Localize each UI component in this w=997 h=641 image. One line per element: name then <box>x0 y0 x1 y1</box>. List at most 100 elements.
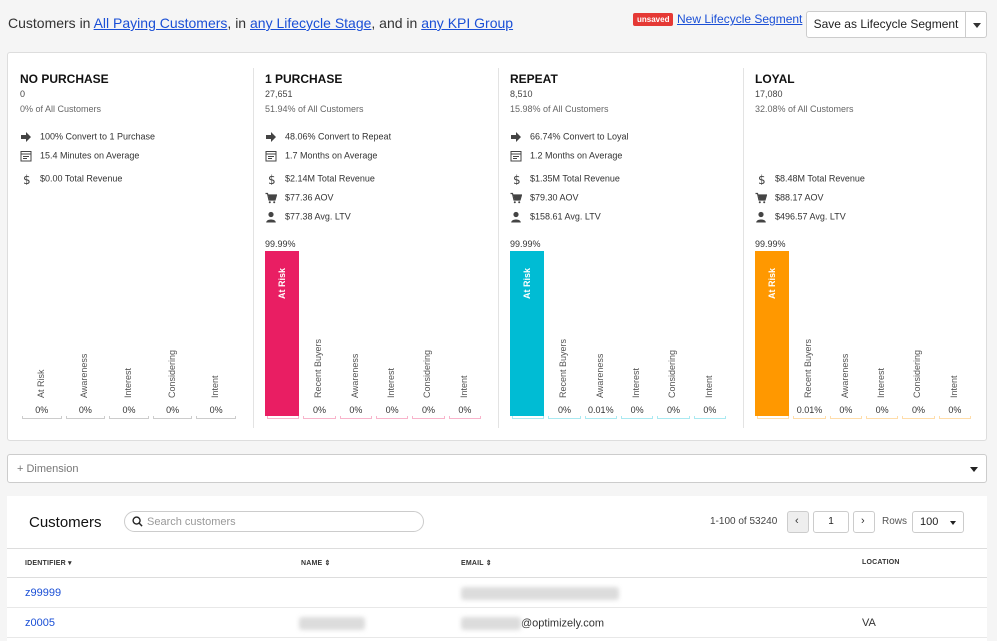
cart-icon <box>755 192 768 204</box>
bar-column[interactable]: 0% Intent <box>447 246 483 426</box>
bar-label: Intent <box>948 375 959 398</box>
bar-baseline <box>902 416 935 419</box>
bar-column[interactable]: 0.01% Recent Buyers <box>791 246 827 426</box>
bar-fill[interactable] <box>510 251 545 416</box>
bar-column[interactable]: 0% Intent <box>194 246 238 426</box>
bar-column[interactable]: 0.01% Awareness <box>583 246 619 426</box>
stage-metric-text: $0.00 Total Revenue <box>40 173 123 184</box>
bar-column[interactable]: 0% Considering <box>410 246 446 426</box>
bar-column[interactable]: 99.99% At Risk <box>510 239 546 426</box>
column-header-email[interactable]: EMAIL ⇕ <box>461 560 492 567</box>
stage-metric-text: $8.48M Total Revenue <box>775 173 865 184</box>
bar-column[interactable]: 0% Intent <box>937 246 973 426</box>
bar-column[interactable]: 0% Considering <box>151 246 195 426</box>
stage-percent: 0% of All Customers <box>20 104 102 114</box>
bar-baseline <box>376 416 409 419</box>
bar-column[interactable]: 0% Recent Buyers <box>546 246 582 426</box>
bar-baseline <box>339 416 372 419</box>
bar-label: Interest <box>631 367 642 398</box>
bar-value: 0% <box>122 405 136 415</box>
dollar-icon: $ <box>510 173 522 187</box>
bar-label: Awareness <box>349 353 360 398</box>
bar-label: Intent <box>703 375 714 398</box>
page-number-input[interactable]: 1 <box>813 511 849 533</box>
search-box[interactable] <box>124 511 424 532</box>
bar-column[interactable]: 0% Interest <box>619 246 655 426</box>
stage-metric: $ $8.48M Total Revenue <box>755 171 865 187</box>
bar-baseline <box>267 416 300 419</box>
arrow-right-icon <box>510 131 522 143</box>
bar-fill[interactable] <box>755 251 790 416</box>
stage-count: 27,651 <box>265 89 293 99</box>
bar-value: 0% <box>421 405 435 415</box>
bar-column[interactable]: 0% Considering <box>655 246 691 426</box>
customer-identifier[interactable]: z99999 <box>25 587 62 599</box>
bar-column[interactable]: 0% Interest <box>107 246 151 426</box>
rows-per-page-select[interactable]: 100 <box>912 511 964 533</box>
bar-column[interactable]: 99.99% At Risk <box>265 239 301 426</box>
stage-metric: $88.17 AOV <box>755 190 824 204</box>
segment-link[interactable]: All Paying Customers <box>93 15 228 31</box>
bar-column[interactable]: 0% Interest <box>864 246 900 426</box>
dimension-selector[interactable]: + Dimension <box>7 454 987 483</box>
cart-icon <box>265 192 278 204</box>
lifecycle-stage-link[interactable]: any Lifecycle Stage <box>250 15 372 31</box>
customer-identifier[interactable]: z0005 <box>25 617 55 629</box>
bar-value: 0.01% <box>588 405 614 415</box>
stage-column-repeat: REPEAT 8,510 15.98% of All Customers 66.74%… <box>498 53 743 440</box>
bar-value: 0% <box>312 405 326 415</box>
stage-metric: $77.36 AOV <box>265 190 334 204</box>
bar-baseline <box>196 416 236 419</box>
search-customers-input[interactable] <box>147 514 417 530</box>
bar-label: Interest <box>876 367 887 398</box>
bar-column[interactable]: 0% Awareness <box>64 246 108 426</box>
user-icon <box>265 211 277 223</box>
bar-value: 99.99% <box>265 239 296 249</box>
stage-title: REPEAT <box>510 72 558 86</box>
kpi-group-link[interactable]: any KPI Group <box>421 15 514 31</box>
next-page-button[interactable]: › <box>853 511 875 533</box>
bar-label: Awareness <box>79 353 90 398</box>
bar-label: Intent <box>458 375 469 398</box>
bar-label: Awareness <box>839 353 850 398</box>
column-header-name[interactable]: NAME ⇕ <box>301 560 331 567</box>
new-lifecycle-segment-link[interactable]: New Lifecycle Segment <box>677 12 803 26</box>
stage-metric-text: $1.35M Total Revenue <box>530 173 620 184</box>
bar-column[interactable]: 0% Awareness <box>828 246 864 426</box>
stage-count: 17,080 <box>755 89 783 99</box>
bar-column[interactable]: 0% Interest <box>374 246 410 426</box>
save-options-dropdown-button[interactable] <box>966 11 987 38</box>
customer-name <box>299 617 365 630</box>
filter-sep-2: , and in <box>371 15 418 31</box>
column-header-identifier[interactable]: IDENTIFIER ▾ <box>25 560 72 567</box>
user-icon <box>510 211 522 223</box>
stage-metric: 66.74% Convert to Loyal <box>510 129 629 143</box>
calendar-icon <box>510 150 522 162</box>
stage-bar-chart: 99.99% At Risk 0% Recent Buyers 0% Awareness 0… <box>265 239 483 426</box>
bar-value: 0% <box>703 405 717 415</box>
stage-metric: $77.38 Avg. LTV <box>265 209 351 223</box>
bar-column[interactable]: 0% Considering <box>900 246 936 426</box>
stage-title: NO PURCHASE <box>20 72 109 86</box>
table-header: IDENTIFIER ▾ NAME ⇕ EMAIL ⇕ LOCATION <box>7 548 987 578</box>
bar-baseline <box>512 416 545 419</box>
arrow-right-icon <box>265 131 277 143</box>
bar-column[interactable]: 0% At Risk <box>20 246 64 426</box>
stage-bar-chart: 99.99% At Risk 0.01% Recent Buyers 0% Awarene… <box>755 239 973 426</box>
save-lifecycle-segment-button[interactable]: Save as Lifecycle Segment <box>806 11 966 38</box>
stage-metric-text: 15.4 Minutes on Average <box>40 150 140 161</box>
bar-column[interactable]: 0% Awareness <box>338 246 374 426</box>
stage-metric: $79.30 AOV <box>510 190 579 204</box>
table-row[interactable]: z99999 <box>7 578 987 608</box>
previous-page-button[interactable]: ‹ <box>787 511 809 533</box>
stage-column-no-purchase: NO PURCHASE 0 0% of All Customers 100% Conv… <box>8 53 253 440</box>
bar-column[interactable]: 0% Recent Buyers <box>301 246 337 426</box>
bar-fill[interactable] <box>265 251 300 416</box>
bar-label: At Risk <box>277 267 288 299</box>
table-row[interactable]: z0005 @optimizely.com VA <box>7 608 987 638</box>
bar-baseline <box>152 416 193 419</box>
bar-column[interactable]: 0% Intent <box>692 246 728 426</box>
bar-value: 0% <box>666 405 680 415</box>
stage-metric: $ $0.00 Total Revenue <box>20 171 123 187</box>
bar-column[interactable]: 99.99% At Risk <box>755 239 791 426</box>
